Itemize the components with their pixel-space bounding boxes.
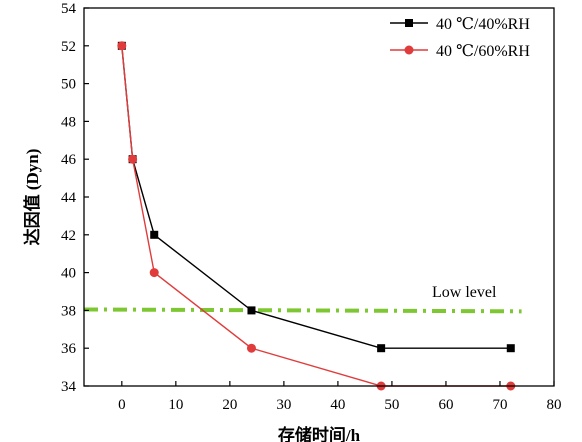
series-1-point [377, 344, 386, 353]
y-tick-label: 52 [61, 39, 76, 55]
x-tick-label: 50 [384, 397, 399, 413]
y-axis-label: 达因值 (Dyn) [22, 149, 42, 246]
x-tick-label: 40 [330, 397, 345, 413]
x-axis-label: 存储时间/h [278, 425, 361, 442]
legend-series-1-label: 40 ℃/40%RH [436, 16, 530, 33]
series-2-point [128, 154, 138, 164]
y-tick-label: 48 [61, 114, 76, 130]
series-1-point [506, 344, 515, 353]
y-tick-label: 38 [61, 303, 76, 319]
x-tick-label: 10 [168, 397, 183, 413]
y-tick-label: 42 [61, 228, 76, 244]
x-tick-label: 30 [276, 397, 291, 413]
low-level-reference-line [83, 307, 522, 314]
series-2-point [117, 41, 127, 51]
legend-series-2-marker [404, 45, 414, 55]
legend-series-1-marker [405, 19, 413, 27]
series-1-point [150, 230, 159, 239]
x-tick-label: 20 [222, 397, 237, 413]
y-tick-label: 50 [61, 77, 76, 93]
series-layer [117, 41, 516, 391]
x-tick-label: 60 [438, 397, 453, 413]
legend: 40 ℃/40%RH 40 ℃/60%RH [390, 16, 530, 60]
series-2-point [149, 268, 159, 278]
y-tick-label: 44 [61, 190, 77, 206]
y-tick-label: 36 [61, 341, 77, 357]
tick-layer: 0 10 20 30 40 50 60 70 80 34 36 38 40 42 44 46 48 50 52 54 [61, 1, 562, 413]
reference-line-label: Low level [432, 284, 497, 301]
y-tick-label: 54 [61, 1, 77, 17]
y-tick-label: 40 [61, 266, 76, 282]
plot-frame [83, 7, 555, 387]
legend-series-2-label: 40 ℃/60%RH [436, 43, 530, 60]
reference-line-layer [83, 307, 522, 314]
series-2-point [246, 343, 256, 353]
series-2-line [121, 45, 511, 387]
y-tick-label: 34 [61, 379, 77, 395]
y-tick-label: 46 [61, 152, 77, 168]
x-tick-label: 80 [547, 397, 562, 413]
x-tick-label: 70 [492, 397, 507, 413]
series-1-line [121, 45, 511, 349]
series-1-point [247, 306, 256, 315]
x-tick-label: 0 [118, 397, 126, 413]
